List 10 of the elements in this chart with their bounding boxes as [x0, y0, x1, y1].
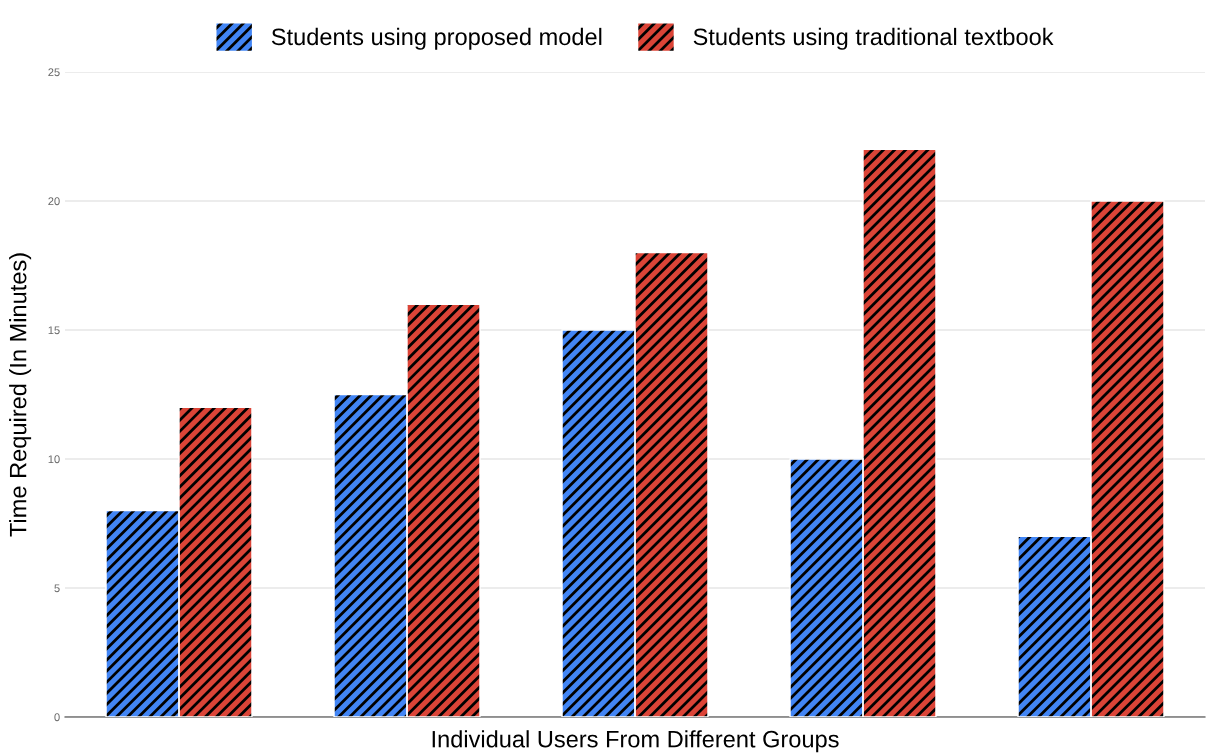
legend-label: Students using proposed model	[271, 27, 602, 50]
y-tick-label: 0	[54, 713, 60, 722]
x-axis-title: Individual Users From Different Groups	[432, 730, 839, 753]
y-tick-label: 20	[48, 197, 60, 206]
legend-label: Students using traditional textbook	[693, 27, 1054, 50]
y-tick-label: 25	[48, 68, 60, 77]
y-tick-label: 15	[48, 326, 60, 335]
y-tick-label: 10	[48, 455, 60, 464]
y-axis-title: Time Required (In Minutes)	[9, 253, 32, 537]
y-tick-label: 5	[54, 584, 60, 593]
